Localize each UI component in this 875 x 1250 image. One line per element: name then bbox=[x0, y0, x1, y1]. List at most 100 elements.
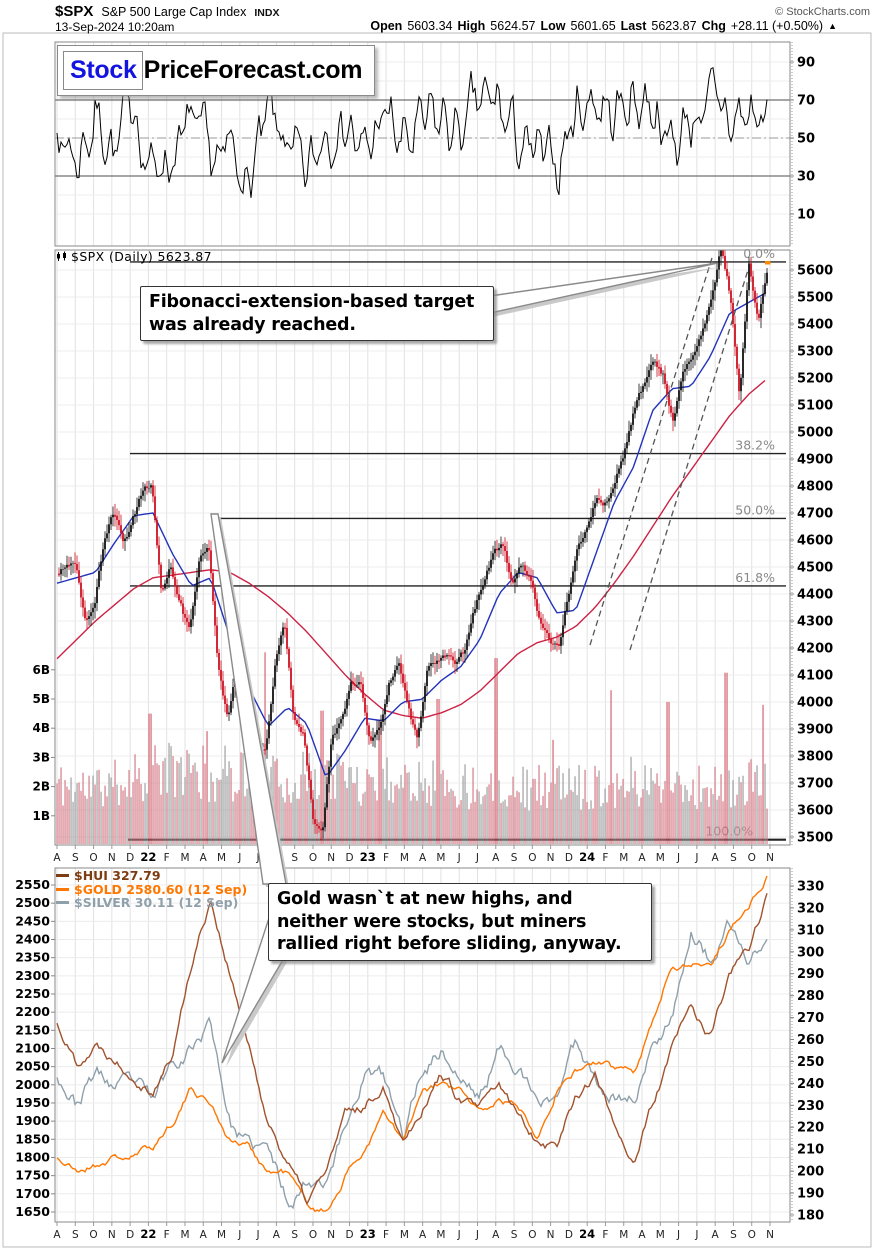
ma50-line bbox=[56, 292, 766, 776]
month-label: O bbox=[528, 1229, 536, 1241]
axis-tick-label: 1900 bbox=[15, 1113, 50, 1128]
axis-tick-label: 4300 bbox=[797, 615, 833, 630]
axis-tick-label: 4100 bbox=[797, 669, 833, 684]
month-label: 22 bbox=[140, 850, 156, 864]
callout-shadow bbox=[492, 267, 720, 317]
legend-label-gold: $GOLD 2580.60 (12 Sep) bbox=[74, 881, 248, 897]
axis-tick-label: 320 bbox=[797, 901, 824, 916]
axis-tick-label: 2B bbox=[33, 780, 51, 794]
axis-tick-label: 280 bbox=[797, 989, 824, 1004]
axis-tick-label: 5100 bbox=[797, 399, 833, 414]
change-label: Chg bbox=[701, 19, 726, 33]
month-label: O bbox=[309, 852, 317, 864]
axis-tick-label: 4000 bbox=[797, 696, 833, 711]
ticker-name: S&P 500 Large Cap Index bbox=[101, 5, 247, 19]
trendline-dashed bbox=[589, 257, 713, 646]
axis-tick-label: 1850 bbox=[15, 1131, 50, 1146]
month-label: S bbox=[730, 852, 737, 864]
axis-tick-label: 5400 bbox=[797, 318, 833, 333]
month-label: J bbox=[676, 1229, 680, 1241]
month-label: J bbox=[237, 1229, 241, 1241]
month-label: A bbox=[200, 1229, 208, 1241]
month-label: A bbox=[53, 852, 61, 864]
axis-tick-label: 3B bbox=[33, 750, 51, 764]
axis-tick-label: 1800 bbox=[15, 1149, 50, 1164]
axis-tick-label: 230 bbox=[797, 1099, 824, 1114]
axis-tick-label: 310 bbox=[797, 923, 824, 938]
month-label: D bbox=[126, 1229, 134, 1241]
last-label: Last bbox=[620, 19, 647, 33]
month-label: O bbox=[309, 1229, 317, 1241]
axis-tick-label: 70 bbox=[797, 94, 815, 109]
logo-word-priceforecast: PriceForecast.com bbox=[143, 56, 363, 84]
legend-label-hui: $HUI 327.79 bbox=[74, 868, 161, 883]
month-label: F bbox=[383, 852, 389, 864]
axis-tick-label: 2350 bbox=[15, 950, 50, 965]
axis-tick-label: 210 bbox=[797, 1143, 824, 1158]
axis-tick-label: 240 bbox=[797, 1077, 824, 1092]
axis-tick-label: 3500 bbox=[797, 831, 833, 846]
month-label: M bbox=[217, 852, 226, 864]
axis-tick-label: 250 bbox=[797, 1055, 824, 1070]
axis-tick-label: 1650 bbox=[15, 1204, 50, 1219]
legend-item-gold: $GOLD 2580.60 (12 Sep) bbox=[56, 881, 248, 897]
trendline-dashed bbox=[629, 269, 749, 651]
month-label: J bbox=[694, 1229, 698, 1241]
chart-style-icon bbox=[57, 251, 66, 261]
month-label: J bbox=[676, 852, 680, 864]
month-label: M bbox=[400, 1229, 409, 1241]
hui-swatch-icon bbox=[56, 874, 69, 877]
axis-tick-label: 2250 bbox=[15, 986, 50, 1001]
chart-datetime: 13-Sep-2024 10:20am bbox=[55, 20, 175, 34]
axis-tick-label: 4500 bbox=[797, 561, 833, 576]
month-label: J bbox=[256, 852, 260, 864]
month-label: J bbox=[457, 852, 461, 864]
fib-label: 0.0% bbox=[743, 246, 775, 261]
miners-annotation: Gold wasn`t at new highs, and neither we… bbox=[268, 883, 652, 961]
axis-tick-label: 260 bbox=[797, 1033, 824, 1048]
month-label: M bbox=[656, 852, 665, 864]
legend-item-silver: $SILVER 30.11 (12 Sep) bbox=[56, 896, 247, 910]
month-label: F bbox=[164, 852, 170, 864]
month-label: N bbox=[327, 852, 335, 864]
month-label: N bbox=[108, 852, 116, 864]
axis-tick-label: 3900 bbox=[797, 723, 833, 738]
gold-swatch-icon bbox=[56, 887, 69, 891]
axis-tick-label: 2300 bbox=[15, 968, 50, 983]
axis-tick-label: 30 bbox=[797, 170, 815, 185]
month-label: M bbox=[619, 852, 628, 864]
month-label: D bbox=[345, 1229, 353, 1241]
axis-tick-label: 2400 bbox=[15, 931, 50, 946]
axis-tick-label: 1700 bbox=[15, 1186, 50, 1201]
header: $SPX S&P 500 Large Cap Index INDX bbox=[55, 3, 279, 20]
month-label: S bbox=[511, 1229, 518, 1241]
month-label: M bbox=[656, 1229, 665, 1241]
last-value: 5623.87 bbox=[651, 19, 697, 33]
axis-tick-label: 4600 bbox=[797, 534, 833, 549]
month-label: O bbox=[89, 852, 97, 864]
fib-label: 38.2% bbox=[735, 438, 775, 453]
month-label: O bbox=[748, 1229, 756, 1241]
high-value: 5624.57 bbox=[490, 19, 536, 33]
month-label: O bbox=[748, 852, 756, 864]
last-price-tick bbox=[765, 261, 771, 265]
axis-tick-label: 5500 bbox=[797, 291, 833, 306]
gold-line bbox=[56, 875, 768, 1213]
axis-tick-label: 5B bbox=[33, 692, 51, 706]
axis-tick-label: 2500 bbox=[15, 895, 50, 910]
axis-tick-label: 2450 bbox=[15, 913, 50, 928]
fibonacci-annotation: Fibonacci-extension-based target was alr… bbox=[140, 286, 494, 341]
month-label: A bbox=[273, 1229, 281, 1241]
axis-tick-label: 1B bbox=[33, 809, 51, 823]
month-label: F bbox=[164, 1229, 170, 1241]
oscillator-line bbox=[56, 66, 768, 198]
month-label: A bbox=[492, 1229, 500, 1241]
month-label: A bbox=[53, 1229, 61, 1241]
spx-candles bbox=[58, 250, 771, 840]
month-label: A bbox=[419, 852, 427, 864]
axis-tick-label: 5200 bbox=[797, 372, 833, 387]
axis-tick-label: 270 bbox=[797, 1011, 824, 1026]
axis-tick-label: 220 bbox=[797, 1121, 824, 1136]
month-label: J bbox=[694, 852, 698, 864]
month-label: M bbox=[436, 852, 445, 864]
